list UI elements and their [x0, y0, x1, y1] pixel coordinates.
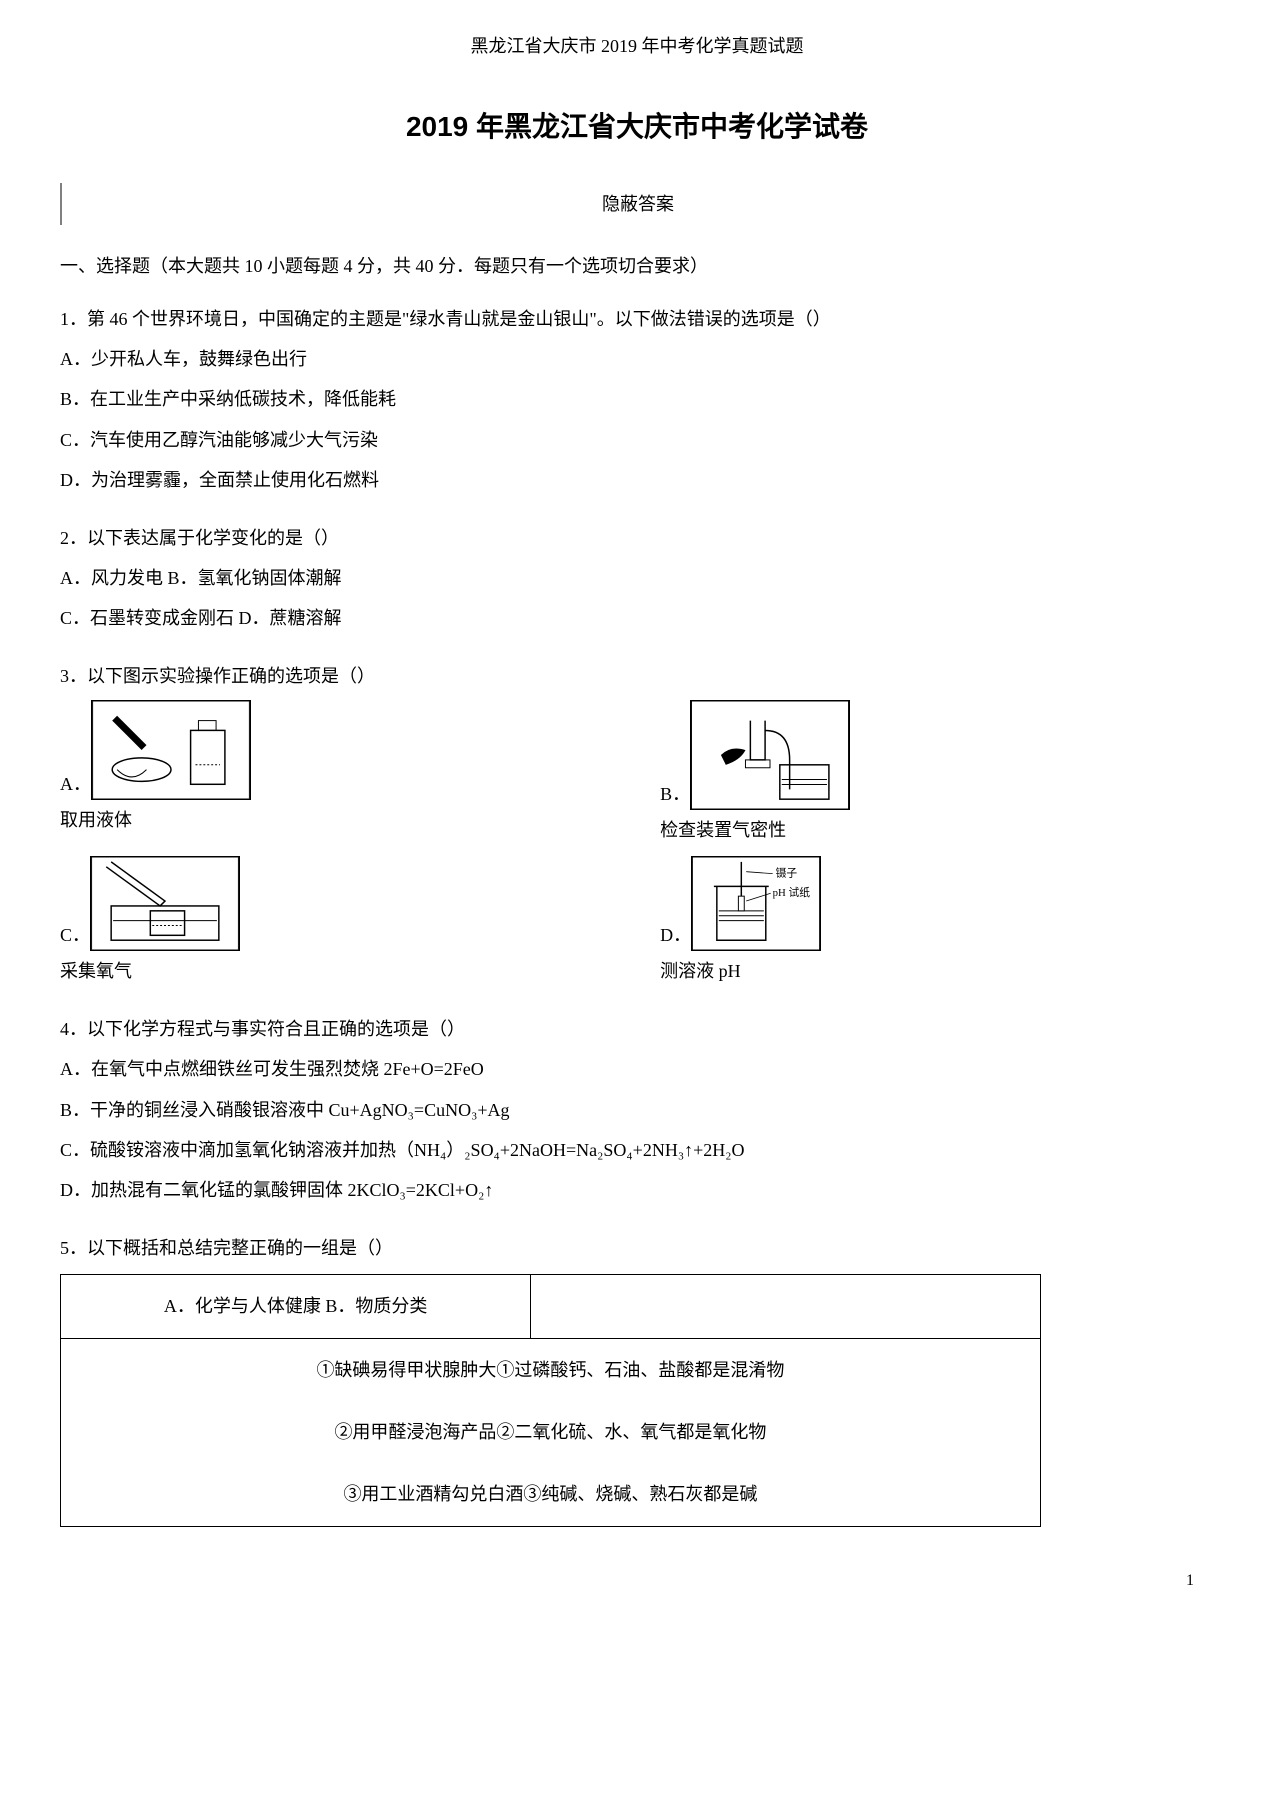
- q3-stem: 3．以下图示实验操作正确的选项是（）: [60, 660, 1214, 692]
- q5-row3: ③用工业酒精勾兑白酒③纯碱、烧碱、熟石灰都是碱: [61, 1463, 1041, 1526]
- q1-option-b: B．在工业生产中采纳低碳技术，降低能耗: [60, 383, 1214, 415]
- q5-stem: 5．以下概括和总结完整正确的一组是（）: [60, 1232, 1214, 1264]
- q1-option-c: C．汽车使用乙醇汽油能够减少大气污染: [60, 424, 1214, 456]
- oxygen-collection-icon: [90, 856, 240, 951]
- page-header: 黑龙江省大庆市 2019 年中考化学真题试题: [60, 30, 1214, 62]
- answer-toggle-wrapper: 隐蔽答案: [60, 183, 1214, 225]
- q5-empty-cell: [531, 1275, 1041, 1338]
- answer-toggle-button[interactable]: 隐蔽答案: [62, 188, 1214, 220]
- q3-caption-d: 测溶液 pH: [660, 955, 1214, 987]
- liquid-dropper-icon: [91, 700, 251, 800]
- q4-stem: 4．以下化学方程式与事实符合且正确的选项是（）: [60, 1013, 1214, 1045]
- q3-item-d: D． 镊子 pH 试纸 测溶液 pH: [660, 856, 1214, 987]
- header-text: 黑龙江省大庆市 2019 年中考化学真题试题: [471, 36, 804, 56]
- q3-item-b: B． 检查装置气密性: [660, 700, 1214, 846]
- q1-option-d: D．为治理雾霾，全面禁止使用化石燃料: [60, 464, 1214, 496]
- table-row: ①缺碘易得甲状腺肿大①过磷酸钙、石油、盐酸都是混淆物: [61, 1338, 1041, 1401]
- page-number: 1: [60, 1567, 1214, 1596]
- ph-paper-label: pH 试纸: [773, 887, 811, 900]
- chopsticks-label: 镊子: [776, 868, 798, 880]
- q3-item-c: C． 采集氧气: [60, 856, 614, 987]
- main-title: 2019 年黑龙江省大庆市中考化学试卷: [60, 102, 1214, 152]
- q3-caption-b: 检查装置气密性: [660, 814, 1214, 846]
- question-1: 1．第 46 个世界环境日，中国确定的主题是"绿水青山就是金山银山"。以下做法错…: [60, 303, 1214, 497]
- question-5: 5．以下概括和总结完整正确的一组是（） A．化学与人体健康 B．物质分类 ①缺碘…: [60, 1232, 1214, 1527]
- q4-option-d: D．加热混有二氧化锰的氯酸钾固体 2KClO₃=2KCl+O₂↑: [60, 1174, 1214, 1206]
- table-row: ③用工业酒精勾兑白酒③纯碱、烧碱、熟石灰都是碱: [61, 1463, 1041, 1526]
- q3-label-c: C．: [60, 919, 90, 951]
- q3-item-a: A． 取用液体: [60, 700, 614, 846]
- airtightness-check-icon: [690, 700, 850, 810]
- q5-row1: ①缺碘易得甲状腺肿大①过磷酸钙、石油、盐酸都是混淆物: [61, 1338, 1041, 1401]
- q5-header-cell: A．化学与人体健康 B．物质分类: [61, 1275, 531, 1338]
- question-2: 2．以下表达属于化学变化的是（） A．风力发电 B．氢氧化钠固体潮解 C．石墨转…: [60, 522, 1214, 635]
- q4-option-a: A．在氧气中点燃细铁丝可发生强烈焚烧 2Fe+O=2FeO: [60, 1053, 1214, 1085]
- ph-test-icon: 镊子 pH 试纸: [691, 856, 821, 951]
- q3-label-a: A．: [60, 768, 91, 800]
- question-3: 3．以下图示实验操作正确的选项是（） A． 取用液体 B．: [60, 660, 1214, 988]
- section-title: 一、选择题（本大题共 10 小题每题 4 分，共 40 分．每题只有一个选项切合…: [60, 250, 1214, 282]
- q1-stem: 1．第 46 个世界环境日，中国确定的主题是"绿水青山就是金山银山"。以下做法错…: [60, 303, 1214, 335]
- q3-image-row-1: A． 取用液体 B．: [60, 700, 1214, 846]
- table-row: A．化学与人体健康 B．物质分类: [61, 1275, 1041, 1338]
- q4-option-c: C．硫酸铵溶液中滴加氢氧化钠溶液并加热（NH₄）₂SO₄+2NaOH=Na₂SO…: [60, 1134, 1214, 1166]
- q2-stem: 2．以下表达属于化学变化的是（）: [60, 522, 1214, 554]
- q3-caption-c: 采集氧气: [60, 955, 614, 987]
- q2-option-ab: A．风力发电 B．氢氧化钠固体潮解: [60, 562, 1214, 594]
- q3-label-b: B．: [660, 778, 690, 810]
- q1-option-a: A．少开私人车，鼓舞绿色出行: [60, 343, 1214, 375]
- table-row: ②用甲醛浸泡海产品②二氧化硫、水、氧气都是氧化物: [61, 1401, 1041, 1463]
- q5-table: A．化学与人体健康 B．物质分类 ①缺碘易得甲状腺肿大①过磷酸钙、石油、盐酸都是…: [60, 1274, 1041, 1527]
- q2-option-cd: C．石墨转变成金刚石 D．蔗糖溶解: [60, 602, 1214, 634]
- q3-label-d: D．: [660, 919, 691, 951]
- q4-option-b: B．干净的铜丝浸入硝酸银溶液中 Cu+AgNO₃=CuNO₃+Ag: [60, 1094, 1214, 1126]
- question-4: 4．以下化学方程式与事实符合且正确的选项是（） A．在氧气中点燃细铁丝可发生强烈…: [60, 1013, 1214, 1207]
- q5-row2: ②用甲醛浸泡海产品②二氧化硫、水、氧气都是氧化物: [61, 1401, 1041, 1463]
- q3-caption-a: 取用液体: [60, 804, 614, 836]
- q3-image-row-2: C． 采集氧气 D．: [60, 856, 1214, 987]
